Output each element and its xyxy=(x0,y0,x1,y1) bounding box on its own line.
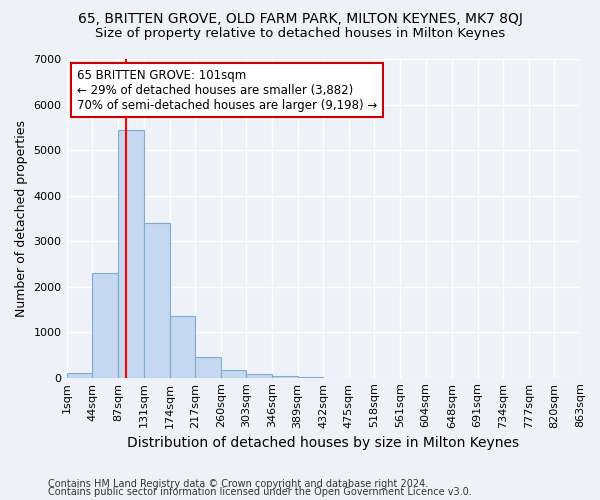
Text: Contains HM Land Registry data © Crown copyright and database right 2024.: Contains HM Land Registry data © Crown c… xyxy=(48,479,428,489)
Bar xyxy=(118,130,144,378)
Text: Size of property relative to detached houses in Milton Keynes: Size of property relative to detached ho… xyxy=(95,28,505,40)
Text: 65, BRITTEN GROVE, OLD FARM PARK, MILTON KEYNES, MK7 8QJ: 65, BRITTEN GROVE, OLD FARM PARK, MILTON… xyxy=(77,12,523,26)
Bar xyxy=(144,223,170,378)
Text: Contains public sector information licensed under the Open Government Licence v3: Contains public sector information licen… xyxy=(48,487,472,497)
Bar xyxy=(92,273,118,378)
X-axis label: Distribution of detached houses by size in Milton Keynes: Distribution of detached houses by size … xyxy=(127,436,520,450)
Y-axis label: Number of detached properties: Number of detached properties xyxy=(15,120,28,317)
Bar xyxy=(247,374,272,378)
Bar xyxy=(170,316,195,378)
Bar xyxy=(67,373,92,378)
Text: 65 BRITTEN GROVE: 101sqm
← 29% of detached houses are smaller (3,882)
70% of sem: 65 BRITTEN GROVE: 101sqm ← 29% of detach… xyxy=(77,68,377,112)
Bar xyxy=(195,357,221,378)
Bar xyxy=(272,376,298,378)
Bar xyxy=(221,370,247,378)
